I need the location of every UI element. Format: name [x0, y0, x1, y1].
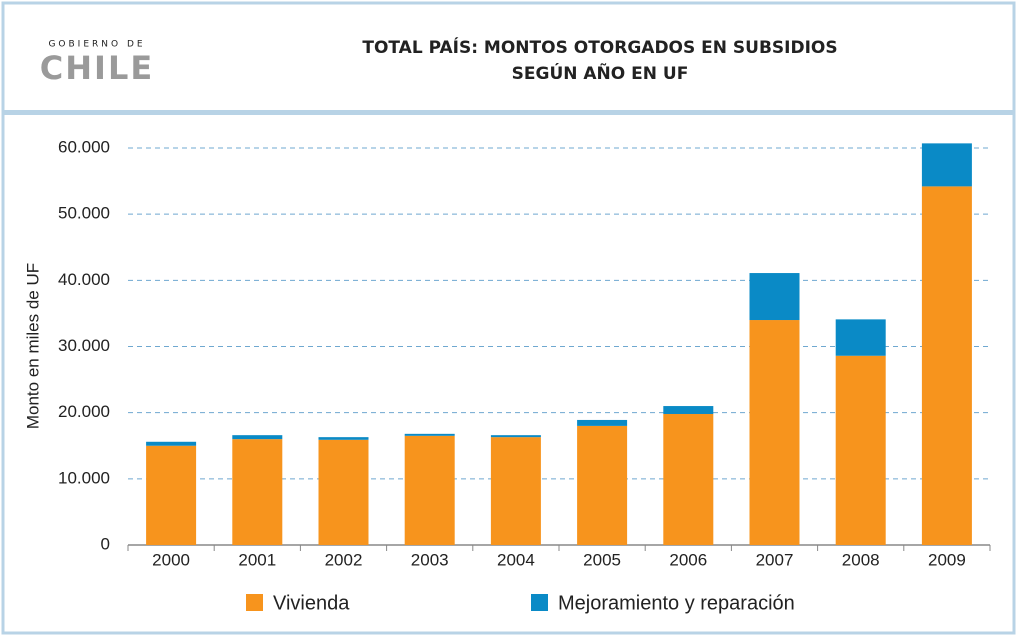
- bar-segment: [663, 406, 714, 414]
- legend-swatch: [531, 594, 548, 611]
- chart-title: TOTAL PAÍS: MONTOS OTORGADOS EN SUBSIDIO…: [362, 36, 837, 58]
- bar-segment: [921, 143, 972, 187]
- x-tick-label: 2009: [928, 550, 966, 569]
- x-tick-label: 2002: [325, 550, 363, 569]
- bar-segment: [404, 433, 455, 436]
- bar-segment: [749, 320, 800, 545]
- y-tick-label: 20.000: [58, 402, 110, 421]
- bar-segment: [921, 186, 972, 546]
- y-tick-label: 0: [101, 534, 110, 553]
- bar-segment: [577, 419, 628, 426]
- y-tick-label: 50.000: [58, 204, 110, 223]
- y-tick-label: 10.000: [58, 468, 110, 487]
- chart-title: SEGÚN AÑO EN UF: [512, 61, 689, 84]
- legend-label: Vivienda: [273, 592, 350, 614]
- bar-segment: [835, 355, 886, 545]
- x-tick-label: 2005: [583, 550, 621, 569]
- bar-segment: [318, 439, 369, 545]
- x-tick-label: 2007: [756, 550, 794, 569]
- x-tick-label: 2008: [842, 550, 880, 569]
- bar-segment: [146, 445, 197, 545]
- bar-segment: [835, 319, 886, 356]
- legend-label: Mejoramiento y reparación: [558, 592, 795, 614]
- x-tick-label: 2006: [669, 550, 707, 569]
- bar-segment: [232, 439, 283, 545]
- bar-segment: [663, 413, 714, 545]
- x-tick-label: 2001: [238, 550, 276, 569]
- bar-segment: [490, 435, 541, 438]
- header-separator: [3, 110, 1014, 115]
- y-tick-label: 60.000: [58, 137, 110, 156]
- x-tick-label: 2003: [411, 550, 449, 569]
- y-tick-label: 40.000: [58, 270, 110, 289]
- bar-segment: [146, 441, 197, 446]
- bar-segment: [404, 435, 455, 545]
- x-tick-label: 2004: [497, 550, 535, 569]
- logo-name: CHILE: [40, 49, 154, 87]
- x-tick-label: 2000: [152, 550, 190, 569]
- bar-segment: [318, 437, 369, 440]
- y-tick-label: 30.000: [58, 336, 110, 355]
- y-axis-label: Monto en miles de UF: [23, 263, 42, 429]
- bar-segment: [232, 435, 283, 440]
- logo-top: GOBIERNO DE: [48, 40, 145, 50]
- legend-swatch: [246, 594, 263, 611]
- bar-segment: [577, 425, 628, 545]
- bar-segment: [490, 437, 541, 545]
- bar-segment: [749, 273, 800, 321]
